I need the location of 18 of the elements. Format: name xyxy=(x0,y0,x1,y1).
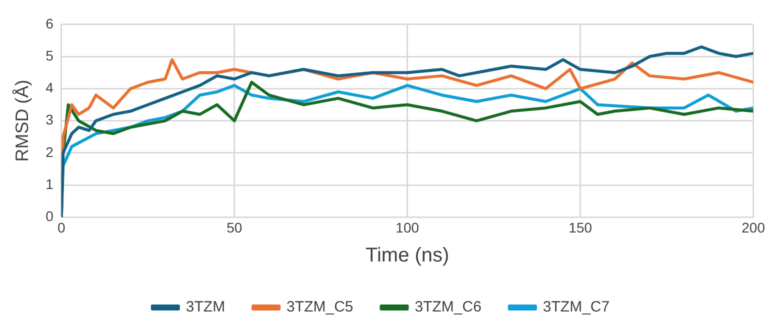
y-tick-label: 4 xyxy=(46,80,54,96)
x-tick-label: 100 xyxy=(396,219,420,236)
y-tick-label: 1 xyxy=(46,176,54,192)
x-axis-title: Time (ns) xyxy=(366,244,450,267)
legend-label: 3TZM_C7 xyxy=(542,298,610,316)
legend-label: 3TZM_C6 xyxy=(414,298,482,316)
y-tick-label: 2 xyxy=(46,144,54,160)
y-tick-label: 0 xyxy=(46,208,54,224)
x-tick-label: 0 xyxy=(57,219,66,236)
legend-label: 3TZM xyxy=(186,298,226,316)
y-tick-label: 5 xyxy=(46,47,54,64)
x-tick-label: 200 xyxy=(742,219,766,236)
legend-label: 3TZM_C5 xyxy=(286,298,354,316)
x-tick-label: 50 xyxy=(226,219,242,236)
y-axis-title: RMSD (Å) xyxy=(12,80,32,162)
y-tick-label: 3 xyxy=(46,112,54,128)
y-tick-label: 6 xyxy=(46,15,54,32)
x-tick-label: 150 xyxy=(568,219,592,236)
